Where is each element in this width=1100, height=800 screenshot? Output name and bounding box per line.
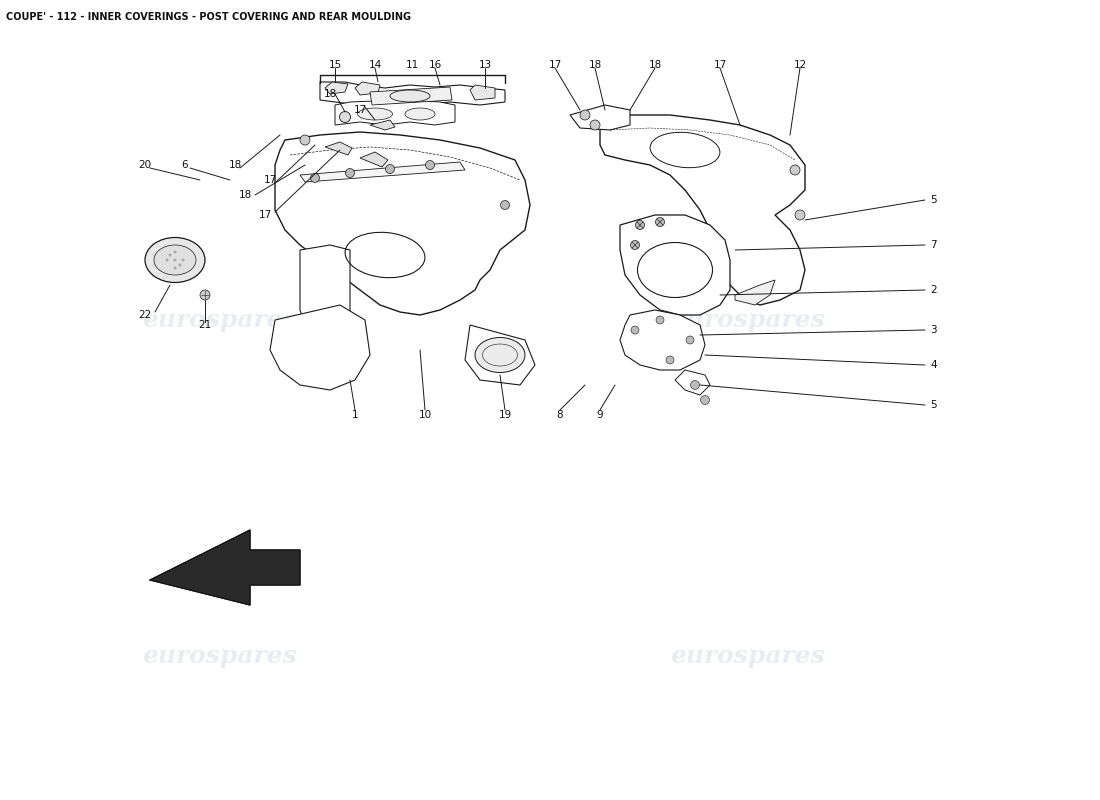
- Polygon shape: [675, 370, 710, 395]
- Polygon shape: [600, 115, 805, 305]
- Text: COUPE' - 112 - INNER COVERINGS - POST COVERING AND REAR MOULDING: COUPE' - 112 - INNER COVERINGS - POST CO…: [6, 12, 410, 22]
- Circle shape: [630, 241, 639, 250]
- Polygon shape: [320, 82, 505, 105]
- Ellipse shape: [390, 90, 430, 102]
- Polygon shape: [355, 82, 380, 95]
- Circle shape: [174, 250, 176, 254]
- Text: eurospares: eurospares: [143, 308, 297, 332]
- Text: 14: 14: [368, 60, 382, 70]
- Circle shape: [636, 221, 645, 230]
- Text: 5: 5: [930, 400, 936, 410]
- Circle shape: [174, 258, 176, 262]
- Circle shape: [666, 356, 674, 364]
- Circle shape: [590, 120, 600, 130]
- Circle shape: [340, 111, 351, 122]
- Text: 17: 17: [714, 60, 727, 70]
- Text: 12: 12: [793, 60, 806, 70]
- Text: 2: 2: [930, 285, 936, 295]
- Polygon shape: [470, 85, 495, 100]
- Text: 9: 9: [596, 410, 603, 420]
- Circle shape: [701, 395, 710, 405]
- Text: 19: 19: [498, 410, 512, 420]
- Polygon shape: [324, 82, 348, 94]
- Polygon shape: [300, 162, 465, 182]
- Text: 3: 3: [930, 325, 936, 335]
- Circle shape: [656, 316, 664, 324]
- Circle shape: [691, 381, 700, 390]
- Circle shape: [174, 266, 176, 270]
- Circle shape: [795, 210, 805, 220]
- Text: eurospares: eurospares: [143, 644, 297, 668]
- Text: eurospares: eurospares: [671, 308, 825, 332]
- Polygon shape: [324, 142, 352, 155]
- Polygon shape: [570, 105, 630, 130]
- Ellipse shape: [405, 108, 435, 120]
- Circle shape: [200, 290, 210, 300]
- Polygon shape: [360, 152, 388, 167]
- Text: 10: 10: [418, 410, 431, 420]
- Polygon shape: [620, 215, 730, 315]
- Text: 18: 18: [323, 89, 337, 99]
- Polygon shape: [465, 325, 535, 385]
- Text: 1: 1: [352, 410, 359, 420]
- Text: 17: 17: [549, 60, 562, 70]
- Circle shape: [345, 169, 354, 178]
- Circle shape: [165, 258, 168, 262]
- Ellipse shape: [154, 245, 196, 275]
- Text: 18: 18: [239, 190, 252, 200]
- Text: 21: 21: [198, 320, 211, 330]
- Text: 8: 8: [557, 410, 563, 420]
- Circle shape: [168, 254, 172, 257]
- Ellipse shape: [145, 238, 205, 282]
- Circle shape: [631, 326, 639, 334]
- Polygon shape: [270, 305, 370, 390]
- Polygon shape: [336, 100, 455, 125]
- Text: 6: 6: [182, 160, 188, 170]
- Text: 11: 11: [406, 60, 419, 70]
- Circle shape: [178, 263, 182, 266]
- Text: eurospares: eurospares: [671, 644, 825, 668]
- Circle shape: [300, 135, 310, 145]
- Circle shape: [426, 161, 434, 170]
- Text: 18: 18: [229, 160, 242, 170]
- Circle shape: [310, 174, 319, 182]
- Polygon shape: [735, 280, 776, 305]
- Text: 13: 13: [478, 60, 492, 70]
- Circle shape: [385, 165, 395, 174]
- Text: 17: 17: [258, 210, 272, 220]
- Polygon shape: [150, 530, 300, 605]
- Text: 7: 7: [930, 240, 936, 250]
- Polygon shape: [370, 87, 452, 105]
- Text: 17: 17: [263, 175, 276, 185]
- Circle shape: [500, 201, 509, 210]
- Text: 17: 17: [353, 105, 366, 115]
- Text: 18: 18: [648, 60, 661, 70]
- Polygon shape: [370, 120, 395, 130]
- Circle shape: [182, 258, 185, 262]
- Circle shape: [656, 218, 664, 226]
- Text: 20: 20: [139, 160, 152, 170]
- Polygon shape: [300, 245, 350, 330]
- Text: 22: 22: [139, 310, 152, 320]
- Polygon shape: [275, 132, 530, 315]
- Circle shape: [686, 336, 694, 344]
- Ellipse shape: [475, 338, 525, 373]
- Text: 18: 18: [588, 60, 602, 70]
- Polygon shape: [620, 310, 705, 370]
- Text: 4: 4: [930, 360, 936, 370]
- Circle shape: [790, 165, 800, 175]
- Ellipse shape: [358, 108, 393, 120]
- Circle shape: [580, 110, 590, 120]
- Text: 16: 16: [428, 60, 441, 70]
- Text: 5: 5: [930, 195, 936, 205]
- Text: 15: 15: [329, 60, 342, 70]
